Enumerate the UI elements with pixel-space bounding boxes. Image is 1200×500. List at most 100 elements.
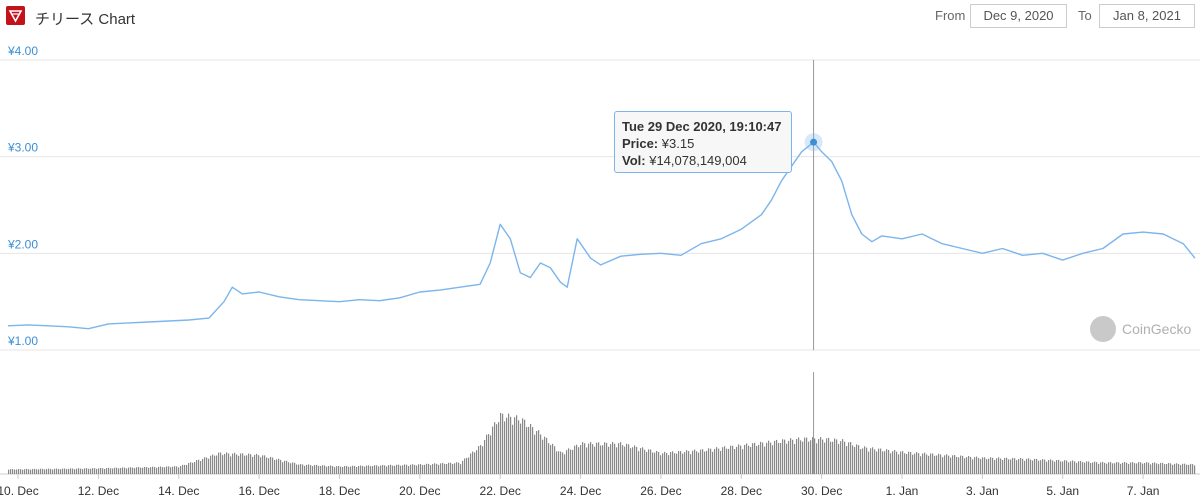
volume-bar (188, 463, 190, 474)
volume-bar (1018, 459, 1020, 474)
volume-bar (726, 448, 728, 474)
volume-bar (1072, 460, 1074, 474)
volume-bar (1040, 460, 1042, 474)
volume-bar (674, 453, 676, 474)
volume-bar (140, 467, 142, 474)
volume-bar (922, 453, 924, 474)
volume-bar (1074, 461, 1076, 474)
volume-bar (1190, 463, 1192, 474)
volume-bar (348, 466, 350, 474)
volume-bar (898, 454, 900, 474)
volume-bar (686, 450, 688, 474)
volume-bar (518, 420, 520, 474)
volume-bar (226, 452, 228, 474)
volume-bar (350, 466, 352, 474)
volume-bar (572, 449, 574, 474)
volume-bar (306, 464, 308, 474)
volume-bar (338, 465, 340, 474)
volume-bar (118, 468, 120, 474)
volume-bar (40, 468, 42, 474)
volume-bar (1070, 461, 1072, 474)
volume-bar (1048, 460, 1050, 474)
grid-layer (0, 59, 1200, 479)
volume-bar (34, 468, 36, 474)
to-date-input[interactable]: Jan 8, 2021 (1099, 4, 1195, 28)
volume-bar (888, 449, 890, 474)
volume-bar (1140, 462, 1142, 474)
volume-bar (102, 468, 104, 474)
volume-bar (1080, 460, 1082, 474)
chart-title: チリース Chart (35, 11, 136, 28)
volume-bar (174, 466, 176, 474)
volume-bar (234, 452, 236, 474)
volume-bar (1142, 463, 1144, 474)
x-tick-label: 14. Dec (158, 484, 199, 498)
volume-bar (1008, 459, 1010, 474)
volume-bar (1126, 462, 1128, 474)
volume-bar (404, 464, 406, 474)
volume-bar (466, 458, 468, 474)
volume-bar (826, 438, 828, 474)
volume-bar (86, 468, 88, 474)
volume-bar (606, 442, 608, 474)
volume-bar (772, 445, 774, 474)
volume-bar (930, 453, 932, 474)
volume-bar (984, 457, 986, 474)
volume-bar (948, 455, 950, 474)
volume-bar (738, 444, 740, 474)
volume-bar (344, 466, 346, 474)
volume-bar (126, 468, 128, 474)
volume-bar (876, 451, 878, 474)
volume-bar (340, 466, 342, 474)
volume-bar (470, 453, 472, 474)
x-tick-label: 28. Dec (721, 484, 762, 498)
volume-bar (1082, 462, 1084, 474)
volume-bar (276, 459, 278, 474)
volume-bar (514, 417, 516, 474)
volume-bar (490, 435, 492, 474)
from-date-input[interactable]: Dec 9, 2020 (970, 4, 1067, 28)
volume-bar (280, 459, 282, 474)
volume-bar (1152, 462, 1154, 474)
volume-bar (724, 446, 726, 474)
volume-bar (832, 441, 834, 474)
x-tick-label: 12. Dec (78, 484, 119, 498)
volume-bar (476, 450, 478, 474)
volume-bar (902, 451, 904, 474)
volume-bar (842, 439, 844, 474)
volume-bar (10, 469, 12, 474)
volume-bar (560, 451, 562, 474)
volume-bar (866, 447, 868, 474)
volume-bar (116, 467, 118, 474)
volume-bar (764, 446, 766, 474)
volume-bar (790, 438, 792, 474)
volume-bar (870, 448, 872, 474)
volume-bar (1106, 463, 1108, 474)
volume-bar (50, 468, 52, 474)
volume-bar (496, 424, 498, 474)
volume-bar (694, 449, 696, 474)
volume-bar (210, 455, 212, 474)
volume-bar (318, 465, 320, 474)
volume-bar (750, 447, 752, 474)
volume-bar (432, 464, 434, 474)
volume-bar (704, 451, 706, 474)
volume-bar (1000, 458, 1002, 474)
volume-bar (1026, 458, 1028, 474)
volume-bar (1134, 463, 1136, 474)
volume-bar (148, 467, 150, 474)
volume-bar (574, 445, 576, 474)
volume-bar (354, 465, 356, 474)
volume-bar (394, 465, 396, 474)
volume-bar (1146, 462, 1148, 474)
volume-bar (908, 451, 910, 474)
volume-bar (1056, 460, 1058, 474)
volume-bar (1166, 463, 1168, 474)
volume-bar (1160, 462, 1162, 474)
volume-bar (662, 453, 664, 474)
volume-bar (58, 468, 60, 474)
volume-bar (784, 439, 786, 474)
volume-bar (604, 442, 606, 474)
volume-bar (590, 442, 592, 474)
